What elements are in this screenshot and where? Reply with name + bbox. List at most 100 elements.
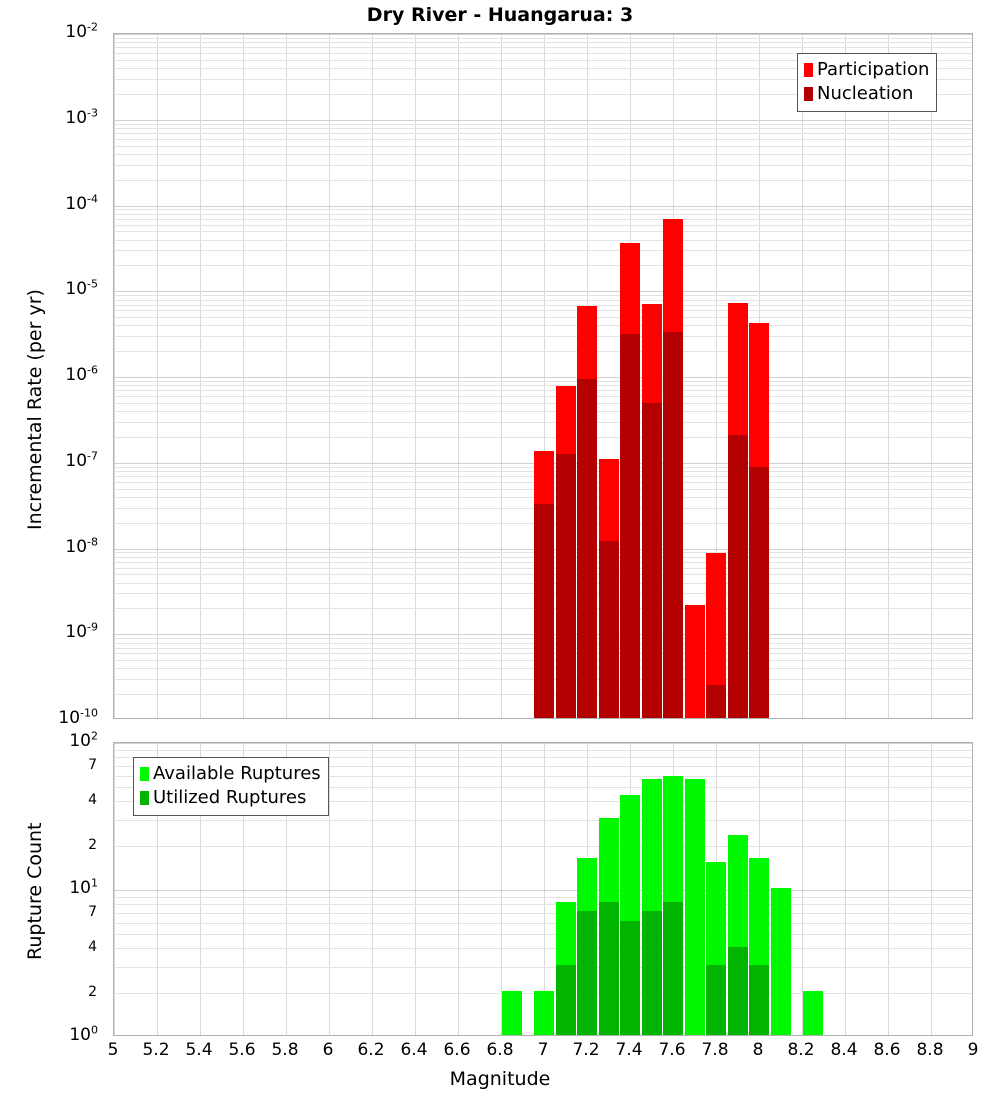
- gridline-horizontal: [114, 336, 972, 338]
- gridline-horizontal: [114, 922, 972, 924]
- gridline-horizontal: [114, 749, 972, 751]
- bar-segment-lower: [641, 910, 662, 1035]
- y-tick-label: 10-2: [65, 20, 98, 42]
- bar: [641, 779, 662, 1035]
- available-ruptures-swatch-icon: [140, 767, 149, 781]
- gridline-horizontal: [114, 164, 972, 166]
- gridline-horizontal: [114, 765, 972, 767]
- gridline-vertical: [802, 743, 803, 1035]
- gridline-vertical: [501, 34, 502, 718]
- gridline-horizontal: [114, 299, 972, 301]
- gridline-horizontal: [114, 145, 972, 147]
- bar-segment-lower: [727, 946, 748, 1035]
- gridline-horizontal: [114, 411, 972, 413]
- bar: [727, 302, 748, 718]
- bar-segment-lower: [620, 334, 640, 718]
- gridline-horizontal: [114, 421, 972, 423]
- x-tick-label: 7.4: [615, 1040, 643, 1060]
- gridline-horizontal: [114, 304, 972, 306]
- bottom-bars: [114, 743, 972, 1035]
- gridline-vertical: [802, 34, 803, 718]
- x-tick-label: 6.4: [400, 1040, 428, 1060]
- gridline-vertical: [286, 743, 287, 1035]
- gridline-vertical: [243, 743, 244, 1035]
- gridline-horizontal: [114, 934, 972, 936]
- gridline-horizontal: [114, 224, 972, 226]
- y-tick-label: 10-3: [65, 106, 98, 128]
- bar: [802, 990, 823, 1035]
- bar: [598, 458, 619, 718]
- bar-segment-lower: [598, 541, 619, 718]
- gridline-horizontal: [114, 396, 972, 398]
- gridline-horizontal: [114, 205, 972, 207]
- bottom-y-axis-title: Rupture Count: [24, 822, 46, 961]
- gridline-vertical: [845, 743, 846, 1035]
- x-tick-label: 6: [322, 1040, 334, 1060]
- gridline-horizontal: [114, 53, 972, 55]
- legend-label-utilized-ruptures: Utilized Ruptures: [153, 787, 307, 808]
- x-tick-label: 7: [537, 1040, 549, 1060]
- y-minor-tick-label: 4: [88, 939, 97, 956]
- y-minor-tick-label: 2: [88, 983, 97, 1000]
- gridline-horizontal: [114, 133, 972, 135]
- bar-segment-lower: [663, 902, 683, 1035]
- bar-segment-lower: [534, 504, 554, 718]
- x-tick-label: 6.6: [443, 1040, 471, 1060]
- x-tick-label: 8.2: [787, 1040, 815, 1060]
- gridline-vertical: [931, 34, 932, 718]
- x-axis-title: Magnitude: [449, 1068, 551, 1090]
- bar-segment-lower: [749, 964, 769, 1035]
- top-y-tick-labels: 10-2 10-3 10-4 10-5 10-6 10-7 10-8 10-9 10-10: [0, 0, 104, 760]
- gridline-horizontal: [114, 775, 972, 777]
- x-tick-label: 6.2: [357, 1040, 385, 1060]
- participation-swatch-icon: [804, 63, 813, 77]
- gridline-vertical: [372, 34, 373, 718]
- legend-item-utilized-ruptures[interactable]: Utilized Ruptures: [140, 786, 321, 810]
- gridline-horizontal: [114, 948, 972, 950]
- gridline-vertical: [888, 34, 889, 718]
- gridline-horizontal: [114, 68, 972, 70]
- gridline-horizontal: [114, 34, 972, 35]
- gridline-horizontal: [114, 912, 972, 914]
- gridline-vertical: [114, 743, 115, 1035]
- gridline-horizontal: [114, 757, 972, 759]
- x-tick-label: 5.6: [228, 1040, 256, 1060]
- gridline-horizontal: [114, 377, 972, 378]
- gridline-vertical: [329, 34, 330, 718]
- y-tick-label: 101: [69, 876, 98, 898]
- gridline-vertical: [931, 743, 932, 1035]
- incremental-rate-plot: [113, 33, 973, 719]
- bar: [663, 218, 683, 718]
- x-tick-label: 5.8: [271, 1040, 299, 1060]
- gridline-horizontal: [114, 78, 972, 80]
- gridline-vertical: [544, 743, 545, 1035]
- nucleation-swatch-icon: [804, 87, 813, 101]
- gridline-horizontal: [114, 402, 972, 404]
- gridline-horizontal: [114, 218, 972, 220]
- gridline-horizontal: [114, 904, 972, 906]
- y-tick-label: 10-8: [65, 534, 98, 557]
- gridline-horizontal: [114, 291, 972, 293]
- gridline-horizontal: [114, 213, 972, 215]
- bar-segment-lower: [620, 920, 640, 1035]
- bar-segment-lower: [706, 964, 726, 1035]
- y-minor-tick-label: 4: [88, 792, 97, 809]
- legend-item-available-ruptures[interactable]: Available Ruptures: [140, 762, 321, 786]
- legend-item-nucleation[interactable]: Nucleation: [804, 82, 929, 106]
- bar-segment-lower: [555, 964, 576, 1035]
- gridline-horizontal: [114, 380, 972, 382]
- y-minor-tick-label: 7: [88, 903, 97, 920]
- gridline-vertical: [286, 34, 287, 718]
- y-tick-label: 10-6: [65, 363, 98, 385]
- legend-item-participation[interactable]: Participation: [804, 58, 929, 82]
- bar: [641, 303, 662, 718]
- legend-label-available-ruptures: Available Ruptures: [153, 763, 321, 784]
- gridline-vertical: [200, 743, 201, 1035]
- bar-segment-lower: [577, 910, 597, 1035]
- gridline-horizontal: [114, 209, 972, 211]
- gridline-vertical: [114, 34, 115, 718]
- y-tick-label: 10-5: [65, 277, 98, 300]
- bar: [663, 775, 683, 1035]
- gridline-vertical: [243, 34, 244, 718]
